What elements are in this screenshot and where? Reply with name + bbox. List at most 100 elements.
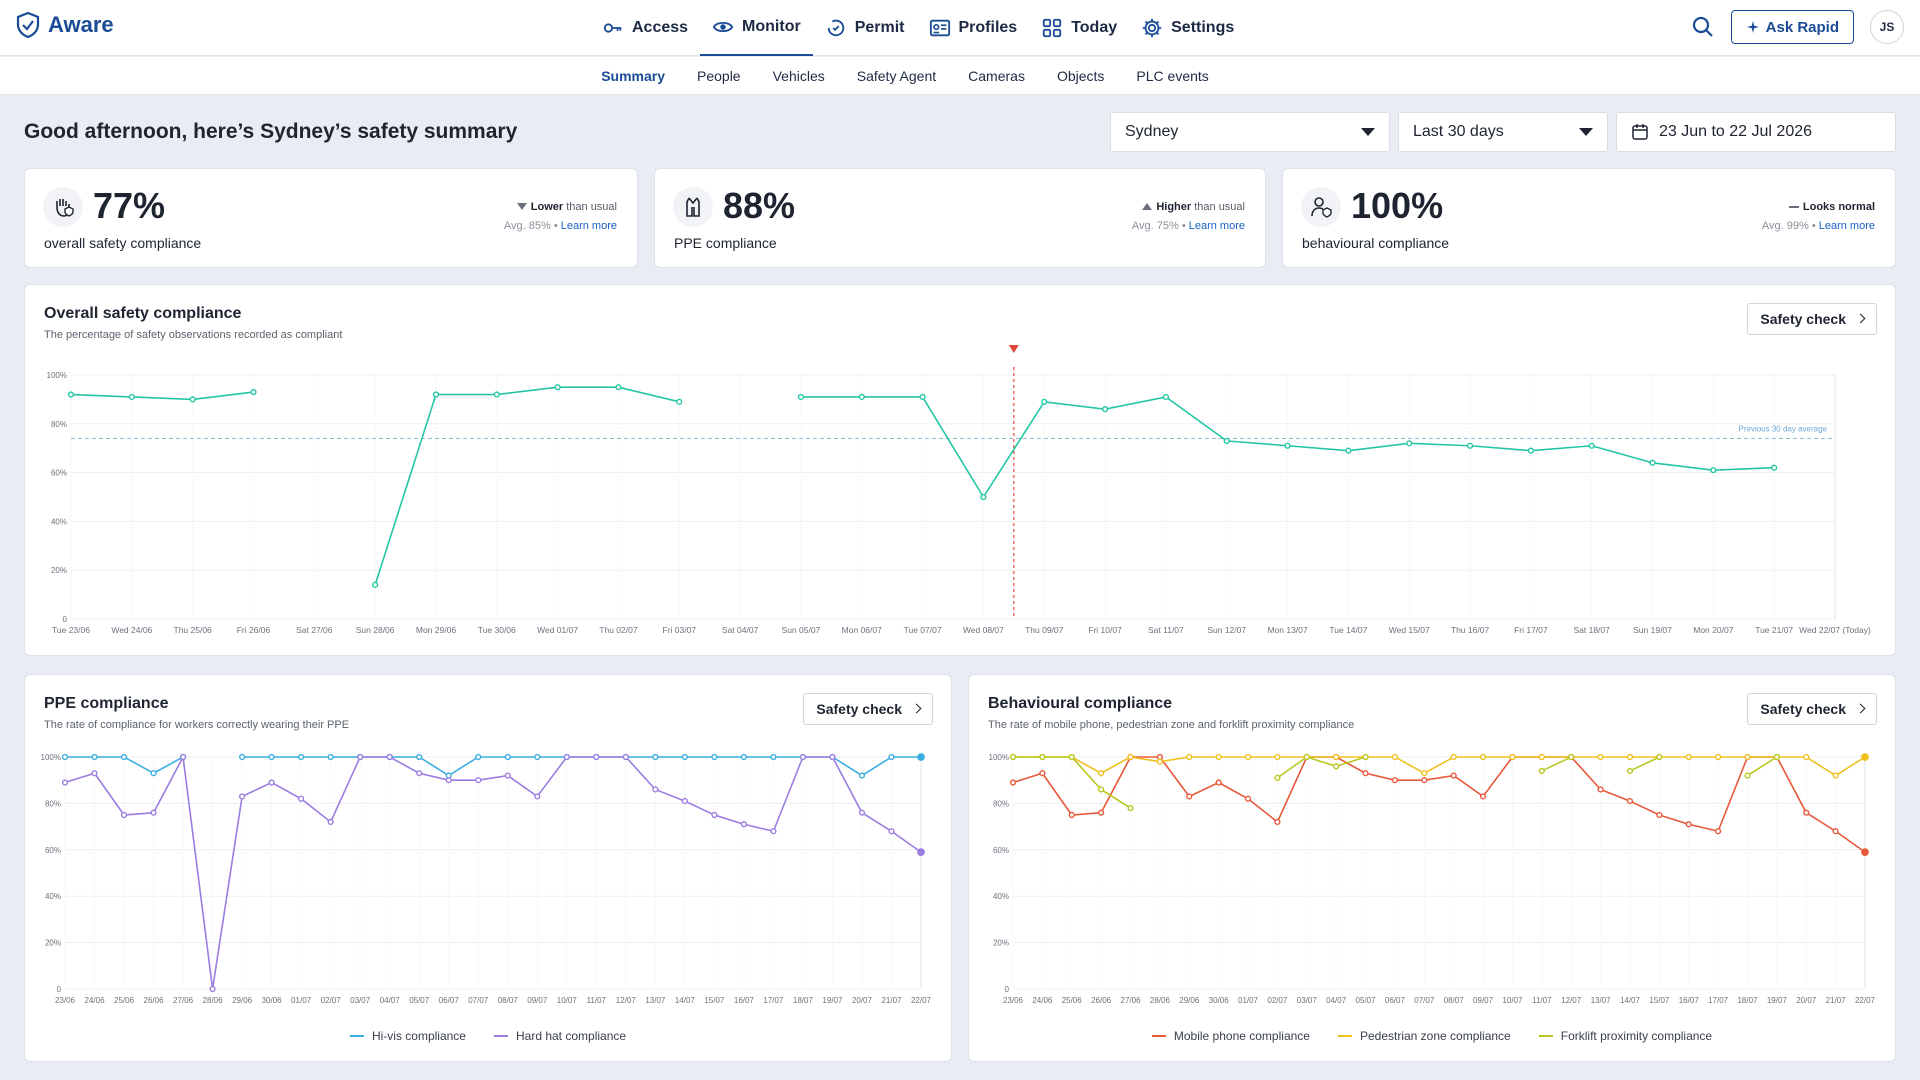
data-point[interactable] xyxy=(1127,753,1134,761)
legend-item[interactable]: Hard hat compliance xyxy=(493,1029,626,1043)
data-point[interactable] xyxy=(858,393,865,401)
nav-permit[interactable]: Permit xyxy=(813,0,917,56)
data-point[interactable] xyxy=(372,581,379,588)
data-point[interactable] xyxy=(1656,753,1663,761)
data-point[interactable] xyxy=(917,848,925,857)
data-point[interactable] xyxy=(1098,770,1105,777)
data-point[interactable] xyxy=(534,753,541,761)
data-point[interactable] xyxy=(1771,464,1778,471)
data-point[interactable] xyxy=(917,753,925,761)
data-point[interactable] xyxy=(1098,786,1105,793)
data-point[interactable] xyxy=(681,797,688,805)
event-marker-icon[interactable] xyxy=(1008,345,1019,353)
data-point[interactable] xyxy=(1744,772,1751,779)
data-point[interactable] xyxy=(858,772,866,779)
data-point[interactable] xyxy=(1068,811,1075,819)
data-point[interactable] xyxy=(61,753,69,761)
subnav-summary[interactable]: Summary xyxy=(601,68,665,84)
data-point[interactable] xyxy=(1068,753,1075,761)
data-point[interactable] xyxy=(740,821,747,828)
data-point[interactable] xyxy=(1162,393,1169,401)
learn-more-link[interactable]: Learn more xyxy=(560,220,617,232)
data-point[interactable] xyxy=(770,753,777,761)
data-point[interactable] xyxy=(179,753,187,761)
data-point[interactable] xyxy=(1127,804,1134,812)
data-point[interactable] xyxy=(1685,753,1692,761)
data-point[interactable] xyxy=(799,753,807,761)
data-point[interactable] xyxy=(1421,777,1428,784)
data-point[interactable] xyxy=(1538,753,1545,761)
data-point[interactable] xyxy=(1832,828,1839,835)
data-point[interactable] xyxy=(1479,793,1487,800)
data-point[interactable] xyxy=(445,777,452,784)
data-point[interactable] xyxy=(239,793,246,800)
data-point[interactable] xyxy=(1274,818,1281,826)
learn-more-link[interactable]: Learn more xyxy=(1188,220,1245,232)
data-point[interactable] xyxy=(829,753,836,761)
data-point[interactable] xyxy=(298,753,305,761)
data-point[interactable] xyxy=(1626,753,1634,761)
nav-today[interactable]: Today xyxy=(1029,0,1129,56)
data-point[interactable] xyxy=(1649,459,1656,466)
data-point[interactable] xyxy=(1009,779,1017,786)
data-point[interactable] xyxy=(711,811,718,819)
data-point[interactable] xyxy=(327,753,334,761)
data-point[interactable] xyxy=(980,493,987,501)
data-point[interactable] xyxy=(239,753,246,761)
data-point[interactable] xyxy=(563,753,570,761)
data-point[interactable] xyxy=(120,753,128,761)
legend-item[interactable]: Pedestrian zone compliance xyxy=(1337,1029,1511,1043)
data-point[interactable] xyxy=(1041,398,1048,405)
data-point[interactable] xyxy=(615,384,622,391)
site-select[interactable]: Sydney xyxy=(1110,112,1390,152)
avatar[interactable]: JS xyxy=(1870,10,1904,44)
data-point[interactable] xyxy=(67,391,75,398)
subnav-cameras[interactable]: Cameras xyxy=(968,68,1025,84)
data-point[interactable] xyxy=(1656,811,1663,819)
legend-item[interactable]: Hi-vis compliance xyxy=(349,1029,466,1043)
legend-item[interactable]: Forklift proximity compliance xyxy=(1538,1029,1712,1043)
data-point[interactable] xyxy=(150,809,157,816)
data-point[interactable] xyxy=(327,818,334,826)
data-point[interactable] xyxy=(1466,442,1474,449)
data-point[interactable] xyxy=(919,393,926,401)
nav-access[interactable]: Access xyxy=(590,0,700,56)
data-point[interactable] xyxy=(770,828,777,835)
data-point[interactable] xyxy=(1450,753,1457,761)
data-point[interactable] xyxy=(1626,797,1634,805)
data-point[interactable] xyxy=(1284,442,1291,449)
data-point[interactable] xyxy=(209,985,216,993)
safety-check-button[interactable]: Safety check xyxy=(1747,303,1877,335)
data-point[interactable] xyxy=(1039,753,1046,761)
data-point[interactable] xyxy=(1345,447,1352,454)
search-icon[interactable] xyxy=(1691,15,1715,39)
data-point[interactable] xyxy=(1685,821,1692,828)
data-point[interactable] xyxy=(298,795,305,802)
data-point[interactable] xyxy=(534,793,541,800)
data-point[interactable] xyxy=(1597,753,1604,761)
data-point[interactable] xyxy=(1479,753,1487,761)
data-point[interactable] xyxy=(1773,753,1780,761)
legend-item[interactable]: Mobile phone compliance xyxy=(1151,1029,1310,1043)
data-point[interactable] xyxy=(91,770,98,777)
data-point[interactable] xyxy=(91,753,98,761)
data-point[interactable] xyxy=(1832,772,1839,779)
data-point[interactable] xyxy=(1215,779,1222,786)
learn-more-link[interactable]: Learn more xyxy=(1818,220,1875,232)
data-point[interactable] xyxy=(1568,753,1575,761)
data-point[interactable] xyxy=(1715,828,1722,835)
data-point[interactable] xyxy=(475,777,482,784)
data-point[interactable] xyxy=(1803,809,1810,816)
data-point[interactable] xyxy=(1588,442,1595,449)
subnav-safety-agent[interactable]: Safety Agent xyxy=(856,68,937,84)
data-point[interactable] xyxy=(1710,467,1717,474)
data-point[interactable] xyxy=(740,753,747,761)
data-point[interactable] xyxy=(858,809,866,816)
data-point[interactable] xyxy=(1039,770,1046,777)
data-point[interactable] xyxy=(268,779,275,786)
subnav-people[interactable]: People xyxy=(697,68,741,84)
data-point[interactable] xyxy=(432,391,440,398)
range-select[interactable]: Last 30 days xyxy=(1398,112,1608,152)
data-point[interactable] xyxy=(554,384,561,391)
data-point[interactable] xyxy=(268,753,275,761)
